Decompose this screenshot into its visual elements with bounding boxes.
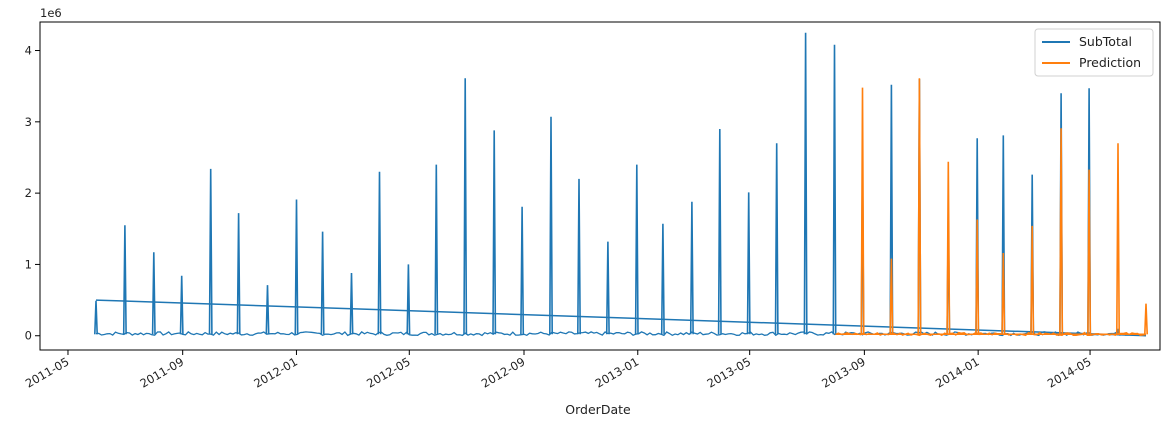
series-layer (94, 32, 1148, 337)
series-subtotal-spike (122, 225, 127, 335)
series-prediction (835, 78, 1148, 337)
x-axis: 2011-05 2011-09 2012-01 2012-05 2012-09 2013-… (23, 350, 1094, 391)
series-subtotal-spike (605, 241, 610, 335)
series-prediction-spike (1030, 225, 1035, 335)
series-prediction-spike (917, 78, 922, 335)
series-prediction-spike (1087, 169, 1092, 335)
legend-box (1034, 28, 1154, 77)
series-subtotal-spike (689, 201, 694, 335)
x-axis-label: OrderDate (565, 402, 631, 417)
x-tick-label: 2012-05 (364, 354, 413, 390)
series-subtotal-spike (151, 252, 156, 335)
x-tick-label: 2014-01 (933, 354, 982, 390)
series-subtotal-spike (832, 44, 837, 335)
y-offset-label: 1e6 (40, 6, 62, 20)
series-prediction-spike (946, 161, 951, 335)
series-subtotal-spike (320, 231, 325, 335)
series-prediction-spike (860, 87, 865, 335)
x-tick-label: 2011-05 (23, 354, 72, 390)
y-axis: 0 1 2 3 4 (25, 44, 40, 343)
legend: SubTotal Prediction (1034, 28, 1154, 77)
series-prediction-spike (975, 219, 980, 335)
series-prediction-spike (889, 258, 894, 335)
series-subtotal-spike (803, 32, 808, 335)
series-prediction-baseline (835, 331, 1147, 337)
series-subtotal-spike (463, 78, 468, 335)
series-subtotal-spike (265, 285, 270, 335)
series-prediction-spike (1059, 128, 1064, 335)
series-subtotal-spike (634, 164, 639, 335)
x-tick-label: 2014-05 (1045, 354, 1094, 390)
y-tick-label: 3 (25, 115, 32, 129)
plot-area (39, 21, 1161, 351)
series-subtotal-spike (179, 275, 184, 335)
y-tick-label: 4 (25, 44, 32, 58)
series-prediction-spike (1116, 143, 1120, 335)
series-subtotal-spike (660, 223, 665, 335)
x-tick-label: 2013-05 (705, 354, 754, 390)
series-subtotal-spike (889, 84, 894, 335)
series-subtotal-spike (717, 128, 722, 335)
series-subtotal-spike (294, 199, 299, 335)
series-subtotal-spike (208, 168, 213, 335)
x-tick-label: 2013-09 (819, 354, 868, 390)
series-subtotal-spike (236, 213, 241, 335)
series-subtotal-spike (774, 143, 779, 335)
series-subtotal-spike (377, 171, 382, 335)
legend-label-prediction: Prediction (1079, 55, 1141, 70)
x-tick-label: 2012-01 (251, 354, 300, 390)
series-subtotal-spike (746, 192, 751, 335)
series-subtotal-spike (94, 300, 98, 335)
series-subtotal-spike (349, 272, 354, 335)
x-tick-label: 2013-01 (593, 354, 642, 390)
y-tick-label: 2 (25, 186, 32, 200)
series-prediction-spike (1001, 252, 1006, 335)
x-tick-label: 2012-09 (479, 354, 528, 390)
y-tick-label: 0 (25, 329, 32, 343)
series-subtotal-trend-line (95, 299, 1147, 337)
series-subtotal (94, 32, 1147, 337)
series-subtotal-spike (406, 264, 411, 335)
x-tick-label: 2011-09 (138, 354, 187, 390)
series-subtotal-spike (577, 178, 581, 335)
series-subtotal-spike (549, 116, 553, 335)
series-prediction-spike (1144, 303, 1148, 335)
series-subtotal-spike (520, 206, 525, 335)
legend-label-subtotal: SubTotal (1079, 34, 1132, 49)
series-subtotal-spike (492, 130, 497, 335)
y-tick-label: 1 (25, 257, 32, 271)
series-subtotal-spike (434, 164, 439, 335)
